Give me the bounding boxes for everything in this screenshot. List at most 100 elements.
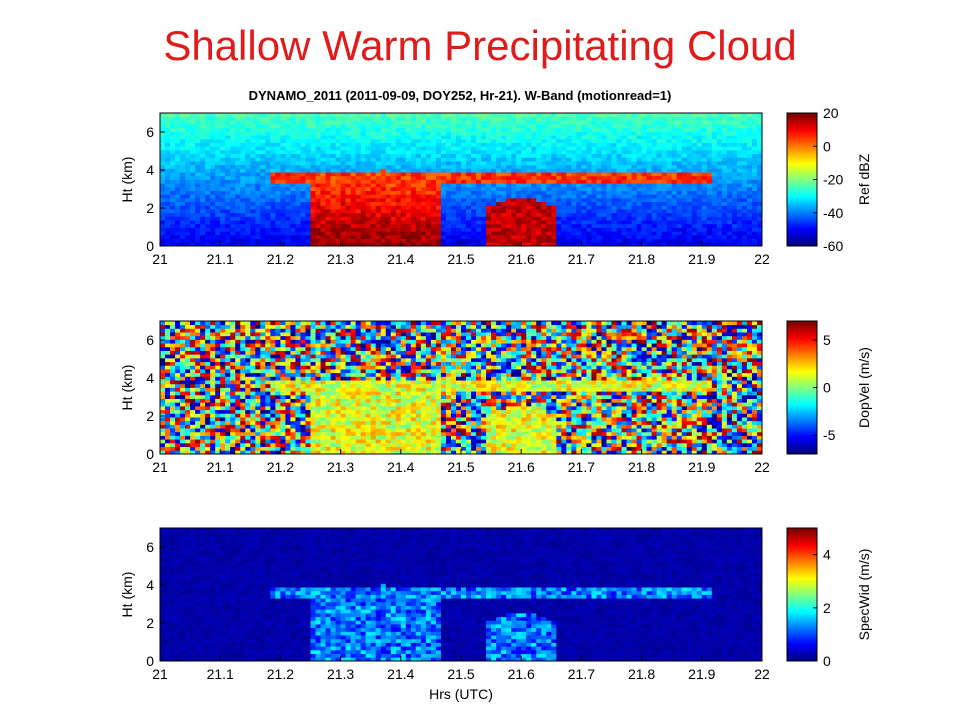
- heat-cell: [536, 186, 542, 191]
- heat-cell: [711, 223, 718, 228]
- heat-cell: [310, 212, 316, 217]
- heat-cell: [195, 332, 201, 337]
- heat-cell: [200, 164, 206, 169]
- heat-cell: [541, 231, 547, 236]
- heat-cell: [265, 242, 271, 247]
- heat-cell: [661, 223, 668, 228]
- heat-cell: [275, 161, 281, 166]
- heat-cell: [245, 201, 251, 206]
- heat-cell: [300, 212, 306, 217]
- heat-cell: [686, 168, 693, 173]
- heat-cell: [165, 446, 171, 451]
- heat-cell: [425, 138, 432, 143]
- heat-cell: [335, 209, 341, 214]
- heat-cell: [340, 216, 347, 221]
- heat-cell: [741, 131, 748, 136]
- heat-cell: [476, 116, 482, 121]
- heat-cell: [220, 197, 226, 203]
- heat-cell: [435, 120, 442, 125]
- heat-cell: [295, 186, 301, 191]
- heat-cell: [711, 146, 718, 151]
- heat-cell: [205, 380, 211, 385]
- heat-cell: [651, 179, 658, 184]
- heat-cell: [746, 161, 753, 166]
- heat-cell: [425, 172, 432, 177]
- heat-cell: [300, 186, 306, 191]
- heat-cell: [175, 135, 181, 140]
- heat-cell: [461, 223, 467, 228]
- heat-cell: [395, 164, 402, 169]
- heat-cell: [671, 216, 678, 221]
- heat-cell: [215, 435, 221, 440]
- heat-cell: [430, 194, 437, 199]
- heat-cell: [746, 142, 753, 147]
- heat-cell: [746, 113, 753, 118]
- heat-cell: [335, 190, 341, 195]
- heat-cell: [290, 164, 296, 169]
- heat-cell: [235, 238, 241, 243]
- heat-cell: [160, 146, 166, 151]
- heat-cell: [180, 197, 186, 203]
- heat-cell: [190, 179, 196, 184]
- heat-cell: [641, 242, 648, 247]
- heat-cell: [160, 212, 166, 217]
- heat-cell: [220, 372, 226, 377]
- heat-cell: [556, 183, 562, 188]
- heat-cell: [491, 116, 497, 121]
- heat-cell: [601, 216, 607, 221]
- x-tick-label: 22: [754, 251, 770, 267]
- colorbar-tick-label: 20: [823, 105, 839, 121]
- heat-cell: [165, 116, 171, 121]
- heat-cell: [586, 157, 592, 162]
- heat-cell: [706, 227, 713, 232]
- heat-cell: [450, 116, 457, 121]
- heat-cell: [235, 413, 241, 418]
- heat-cell: [571, 153, 577, 158]
- colorbar-swatch: [787, 157, 817, 161]
- heat-cell: [165, 220, 171, 225]
- heat-cell: [461, 183, 467, 188]
- heat-cell: [220, 417, 226, 422]
- heat-cell: [546, 138, 552, 143]
- heat-cell: [185, 216, 191, 221]
- heat-cell: [310, 190, 316, 195]
- heat-cell: [561, 120, 567, 125]
- heat-cell: [661, 135, 668, 140]
- y-tick-label: 6: [146, 124, 154, 140]
- heat-cell: [235, 442, 241, 448]
- heat-cell: [671, 209, 678, 214]
- heat-cell: [566, 124, 572, 129]
- heat-cell: [526, 131, 532, 136]
- heat-cell: [711, 216, 718, 221]
- heat-cell: [165, 242, 171, 247]
- heat-cell: [210, 209, 216, 214]
- colorbar-swatch: [787, 170, 817, 174]
- heat-cell: [450, 149, 457, 155]
- heat-cell: [731, 216, 738, 221]
- heat-cell: [315, 164, 321, 169]
- heat-cell: [420, 124, 427, 129]
- heat-cell: [566, 161, 572, 166]
- heat-cell: [225, 361, 231, 366]
- heat-cell: [751, 205, 758, 210]
- heat-cell: [571, 197, 577, 203]
- y-tick-label: 0: [146, 238, 154, 254]
- heat-cell: [676, 113, 683, 118]
- heat-cell: [581, 212, 587, 217]
- heat-cell: [330, 175, 336, 180]
- heat-cell: [526, 186, 532, 191]
- heat-cell: [310, 172, 316, 177]
- heat-cell: [711, 153, 718, 158]
- heat-cell: [270, 175, 276, 180]
- heat-cell: [410, 116, 417, 121]
- heat-cell: [601, 179, 607, 184]
- heat-cell: [240, 227, 246, 232]
- heat-cell: [541, 223, 547, 228]
- heat-cell: [285, 183, 291, 188]
- heat-cell: [476, 186, 482, 191]
- heat-cell: [310, 124, 316, 129]
- heat-cell: [661, 127, 668, 132]
- heat-cell: [170, 172, 176, 177]
- heat-cell: [445, 138, 452, 143]
- heat-cell: [170, 209, 176, 214]
